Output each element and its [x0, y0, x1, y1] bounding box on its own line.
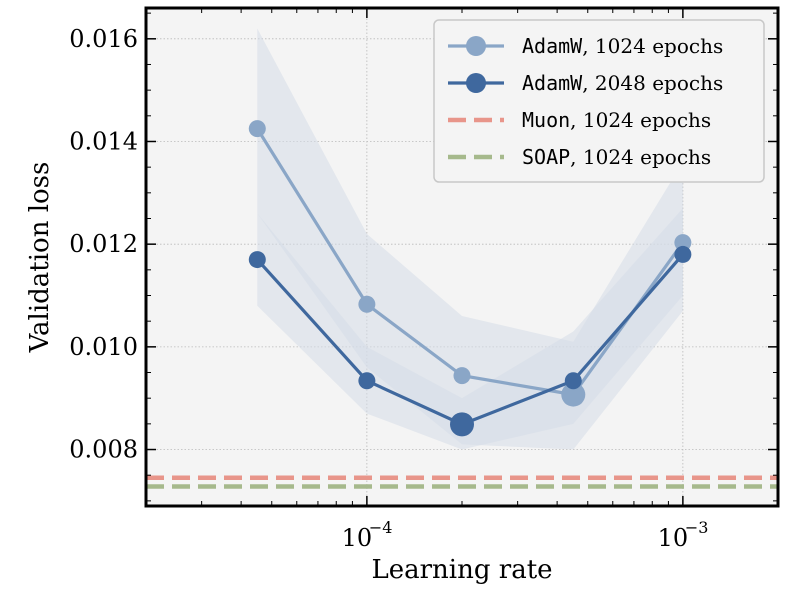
data-point — [248, 251, 266, 269]
data-points — [248, 120, 692, 437]
y-tick-label: 0.008 — [69, 436, 138, 464]
legend-box — [433, 19, 765, 183]
data-point — [674, 234, 692, 252]
axis-ticks — [145, 8, 779, 506]
legend-optimizer: AdamW — [522, 34, 583, 58]
legend-marker — [466, 36, 486, 56]
legend-epochs: , 1024 epochs — [570, 108, 711, 132]
x-tick-exponent: −4 — [369, 518, 393, 537]
legend-label: AdamW, 1024 epochs — [522, 34, 723, 58]
legend-epochs: , 2048 epochs — [582, 71, 723, 95]
reference-lines — [146, 475, 778, 489]
legend-label: AdamW, 2048 epochs — [522, 71, 723, 95]
y-tick-labels: 0.008 0.010 0.012 0.014 0.016 — [69, 25, 138, 464]
legend-optimizer: AdamW — [522, 71, 583, 95]
x-tick-exponent: −3 — [685, 518, 709, 537]
x-tick-labels: 10−4 10−3 — [342, 518, 709, 552]
legend-epochs: , 1024 epochs — [570, 145, 711, 169]
y-tick-label: 0.010 — [69, 333, 138, 361]
legend-label: SOAP, 1024 epochs — [522, 145, 711, 169]
legend-optimizer: SOAP — [522, 145, 570, 169]
y-tick-label: 0.016 — [69, 25, 138, 53]
data-point — [453, 367, 471, 385]
data-point — [358, 372, 376, 390]
x-axis-title: Learning rate — [371, 555, 552, 585]
y-tick-label: 0.012 — [69, 230, 138, 258]
y-axis-title: Validation loss — [25, 162, 55, 354]
x-tick-label: 10 — [658, 524, 689, 552]
legend-marker — [466, 73, 486, 93]
y-tick-label: 0.014 — [69, 127, 138, 155]
data-point — [358, 295, 376, 313]
data-point — [674, 245, 692, 263]
legend-label: Muon, 1024 epochs — [522, 108, 711, 132]
x-tick-label: 10 — [342, 524, 373, 552]
data-point — [450, 412, 474, 437]
legend-optimizer: Muon — [522, 108, 570, 132]
data-point — [564, 372, 582, 390]
data-point — [561, 382, 586, 407]
data-point — [248, 120, 266, 138]
legend-epochs: , 1024 epochs — [582, 34, 723, 58]
